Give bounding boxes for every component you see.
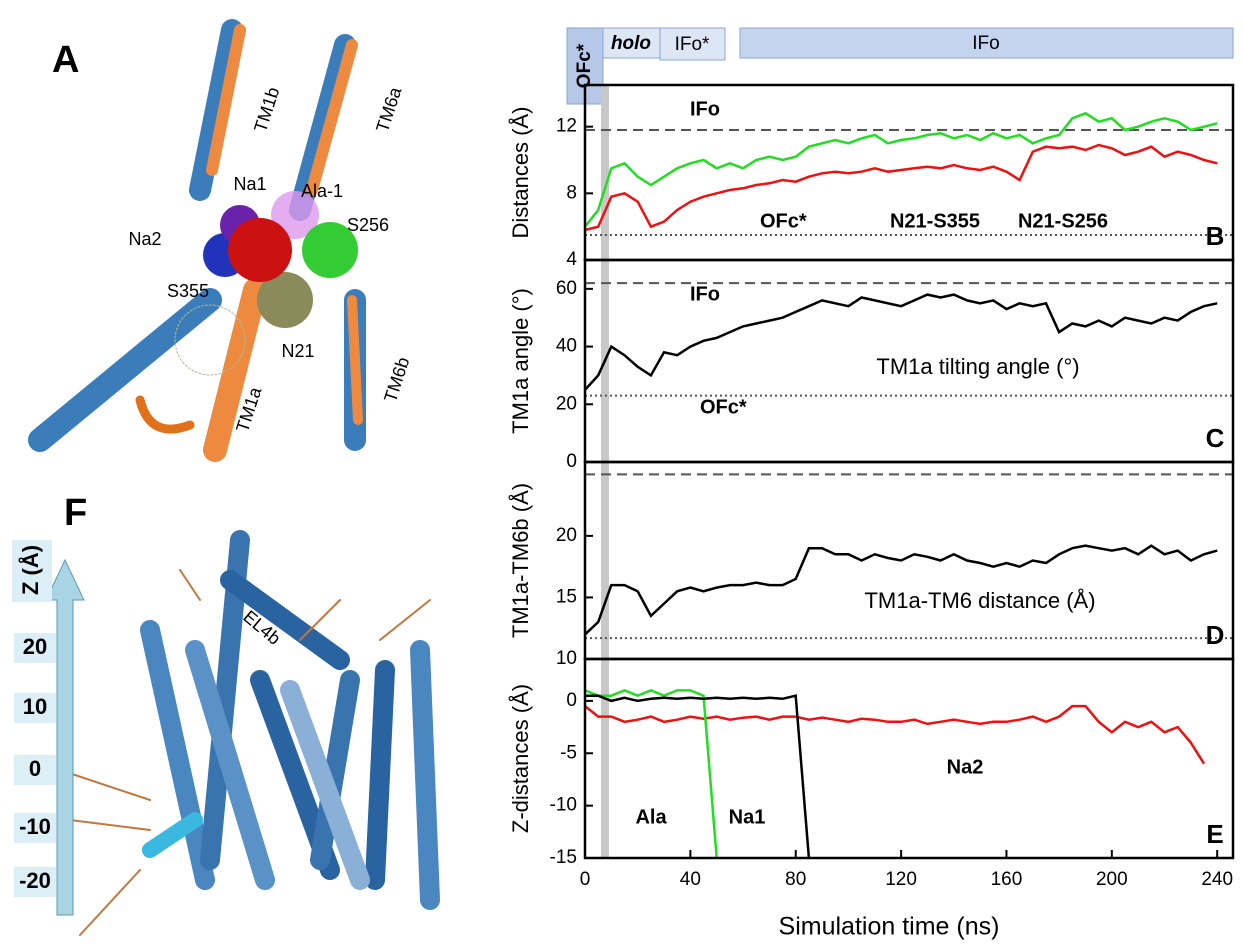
panel-label: F [64,492,87,534]
y-tick-label: -10 [550,795,577,816]
panel-label: E [1206,819,1223,849]
reference-label: IFo [690,98,720,120]
x-tick-label: 0 [580,869,591,890]
x-tick-label: 40 [680,869,701,890]
reference-label: OFc* [700,396,747,418]
plot-frame [585,85,1233,260]
legend-label: Na2 [947,756,984,778]
y-tick-label: -5 [560,742,577,763]
figure: A F Z (Å) 20 10 0 -10 -20 OFc* holo IFo* IFo… [0,0,1243,944]
phase-label: IFo* [675,34,710,55]
annotation: TM1a-TM6 distance (Å) [864,588,1095,613]
molecule-label: Na1 [233,174,266,194]
panel-label: D [1206,620,1225,650]
z-tick-label: 10 [23,694,47,719]
y-tick-label: 20 [556,393,577,414]
plot-frame [585,659,1233,858]
panel-label: B [1206,221,1225,251]
x-tick-label: 120 [885,869,917,890]
phase-label: holo [611,33,651,54]
molecule-label: TM6a [372,84,406,135]
y-tick-label: 0 [566,690,577,711]
molecule-label: Na2 [128,229,161,249]
x-axis-label: Simulation time (ns) [779,913,1000,941]
phase-label: IFo [972,33,999,54]
molecule-label: TM6b [380,355,413,405]
legend-label: N21-S256 [1018,210,1108,232]
panel-label: A [52,39,79,81]
y-axis-label: TM1a angle (°) [508,288,533,434]
plots: 4 8 12 IFo OFc* N21-S355 N21-S256 B Distances (Å… [508,85,1233,941]
molecule-label: Ala-1 [301,181,343,201]
y-axis-label: TM1a-TM6b (Å) [508,483,533,638]
series-line [585,706,1204,764]
annotation: TM1a tilting angle (°) [876,354,1079,379]
molecule-label: S256 [347,215,389,235]
z-tick-label: 20 [23,634,47,659]
z-tick-label: 0 [29,756,41,781]
molecule-label: N21 [281,341,314,361]
y-tick-label: 0 [566,451,577,472]
y-tick-label: 60 [556,278,577,299]
y-tick-label: 12 [556,116,577,137]
panel-f-art [60,540,430,935]
z-axis-arrow [46,560,84,915]
legend-label: Ala [635,806,667,828]
panel-label: C [1206,423,1225,453]
y-tick-label: 40 [556,336,577,357]
y-tick-label: 8 [566,182,577,203]
y-axis-label: Z-distances (Å) [508,684,533,833]
reference-label: IFo [690,283,720,305]
z-axis-label: Z (Å) [17,545,43,595]
molecule-label: S355 [167,281,209,301]
y-tick-label: 20 [556,525,577,546]
x-tick-label: 200 [1096,869,1128,890]
panel-a-art [40,30,358,450]
z-ticks: 20 10 0 -10 -20 [14,633,56,897]
reference-label: OFc* [760,210,807,232]
x-tick-label: 80 [785,869,806,890]
x-tick-label: 160 [991,869,1023,890]
y-tick-label: 4 [566,249,577,270]
z-tick-label: -20 [19,868,51,893]
molecule-label: TM1b [250,85,283,135]
y-axis-label: Distances (Å) [508,106,533,238]
plot-frame [585,462,1233,659]
x-tick-label: 240 [1201,869,1233,890]
legend-label: Na1 [729,806,766,828]
y-tick-label: 10 [556,648,577,669]
y-tick-label: 15 [556,586,577,607]
z-tick-label: -10 [19,814,51,839]
legend-label: N21-S355 [890,210,980,232]
y-tick-label: -15 [550,847,577,868]
phase-label: OFc* [574,43,595,88]
